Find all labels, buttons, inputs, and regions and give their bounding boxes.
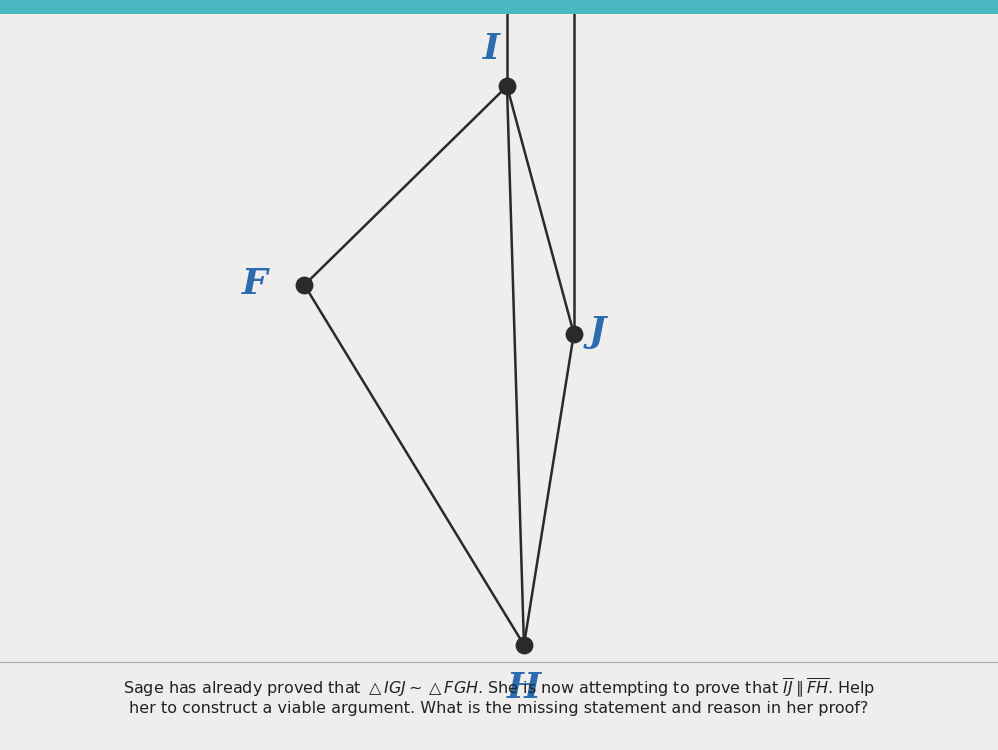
Text: Sage has already proved that $\triangle IGJ \sim \triangle FGH$. She is now atte: Sage has already proved that $\triangle … xyxy=(123,676,875,700)
Text: H: H xyxy=(507,671,541,705)
Point xyxy=(499,80,515,92)
Text: F: F xyxy=(242,266,267,301)
Text: I: I xyxy=(483,32,499,66)
Bar xyxy=(0,0,998,13)
Text: her to construct a viable argument. What is the missing statement and reason in : her to construct a viable argument. What… xyxy=(130,701,868,716)
Point xyxy=(566,328,582,340)
Point xyxy=(296,279,312,291)
Point xyxy=(516,639,532,651)
Text: J: J xyxy=(589,315,606,350)
